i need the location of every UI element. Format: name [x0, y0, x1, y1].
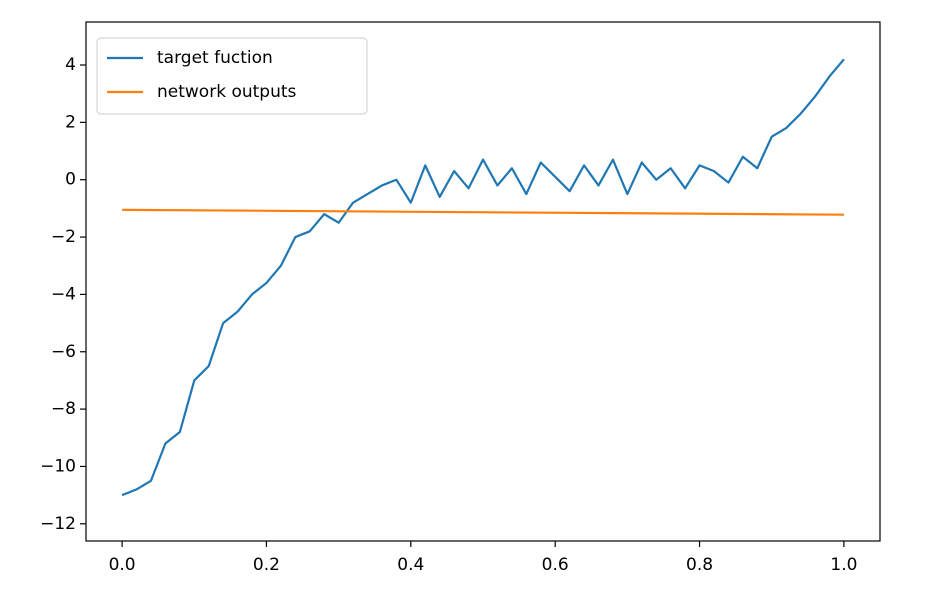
y-tick-label: −10: [40, 456, 76, 476]
legend-frame: [96, 37, 368, 115]
x-tick-label: 1.0: [830, 555, 857, 575]
y-tick-label: −2: [51, 227, 76, 247]
series-line: [122, 208, 844, 216]
plot-frame: [85, 21, 881, 542]
y-tick-label: 4: [65, 55, 76, 75]
series-line: [121, 58, 845, 497]
y-tick-label: 2: [65, 112, 76, 132]
y-tick-label: −8: [51, 399, 76, 419]
legend-label: network outputs: [157, 82, 297, 102]
x-tick-label: 0.2: [253, 555, 280, 575]
y-tick-label: −12: [40, 514, 76, 534]
y-tick-label: 0: [65, 170, 76, 190]
y-tick-label: −6: [51, 342, 76, 362]
x-tick-label: 0.0: [109, 555, 136, 575]
x-tick-label: 0.4: [397, 555, 424, 575]
x-tick-label: 0.6: [542, 555, 569, 575]
y-tick-label: −4: [51, 284, 76, 304]
x-tick-label: 0.8: [686, 555, 713, 575]
legend-label: target fuction: [157, 48, 273, 68]
